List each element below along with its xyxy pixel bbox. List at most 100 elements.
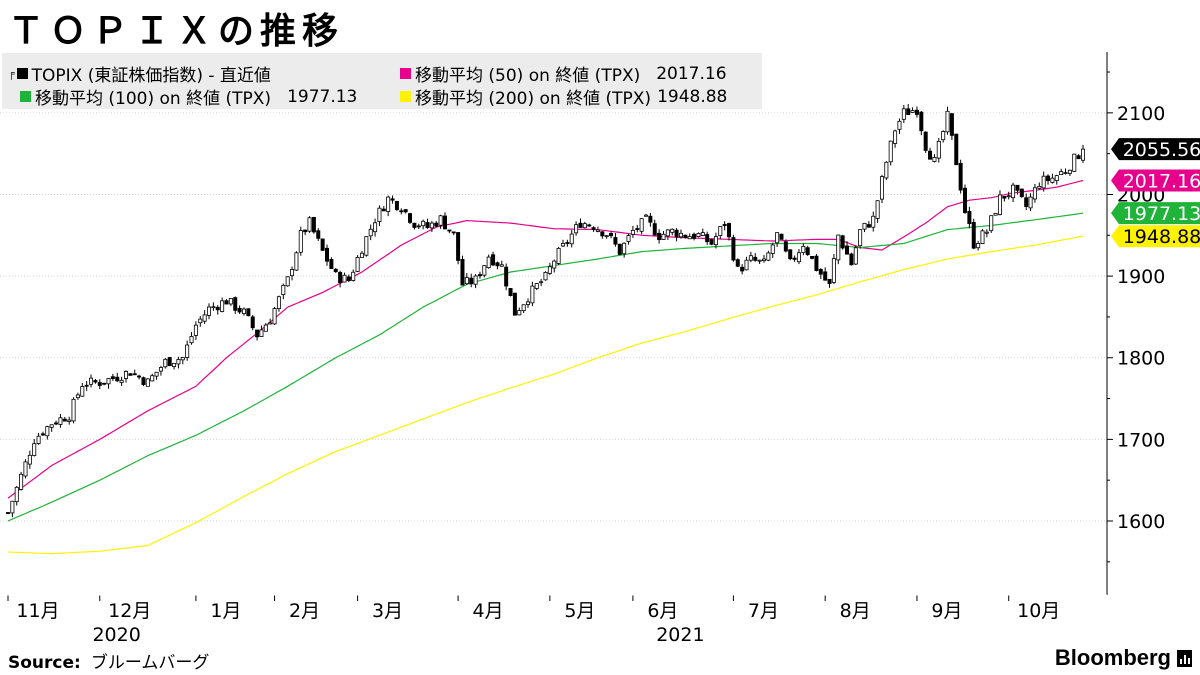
candlestick <box>665 229 670 240</box>
candle-body <box>1032 187 1037 200</box>
candle-body <box>678 232 683 238</box>
candlestick <box>351 269 356 282</box>
candle-body <box>539 281 544 284</box>
candlestick <box>438 214 443 229</box>
legend-value-ma100: 1977.13 <box>287 86 358 107</box>
candlestick <box>761 254 766 263</box>
candle-body <box>740 266 745 272</box>
source-text: ブルームバーグ <box>90 653 210 673</box>
candlestick <box>128 373 133 376</box>
candle-body <box>32 443 37 456</box>
candlestick <box>1002 195 1007 202</box>
end-label-tag <box>1111 138 1200 161</box>
candle-body <box>705 234 710 243</box>
candle-body <box>355 257 360 272</box>
x-tick-label: 5月 <box>564 600 595 622</box>
candle-body <box>949 113 954 136</box>
candle-body <box>80 386 85 397</box>
candle-body <box>761 258 766 262</box>
candle-body <box>425 222 430 228</box>
candlestick <box>163 358 168 369</box>
candle-body <box>364 236 369 256</box>
candlestick <box>989 215 994 233</box>
candle-body <box>517 310 522 316</box>
candlestick <box>626 233 631 245</box>
candle-body <box>311 217 316 233</box>
candle-body <box>377 207 382 222</box>
candle-body <box>595 229 600 232</box>
candle-body <box>775 232 780 244</box>
candle-body <box>185 344 190 358</box>
candlestick <box>97 379 102 390</box>
candlestick <box>1015 184 1020 195</box>
candlestick <box>408 212 413 225</box>
candle-body <box>818 269 823 275</box>
candlestick <box>224 299 229 305</box>
candle-body <box>224 300 229 305</box>
candle-body <box>268 322 273 325</box>
x-year-label: 2020 <box>92 624 140 646</box>
candlestick <box>49 424 54 432</box>
candle-body <box>1024 197 1029 207</box>
candle-body <box>827 278 832 284</box>
candle-body <box>62 418 67 422</box>
candle-body <box>814 255 819 271</box>
candle-body <box>89 377 94 385</box>
candlestick <box>543 271 548 281</box>
candlestick <box>565 239 570 247</box>
candle-body <box>897 120 902 130</box>
candlestick <box>600 231 605 239</box>
candlestick <box>783 239 788 253</box>
candle-body <box>84 384 89 387</box>
moving-average-lines <box>7 179 1084 555</box>
candle-body <box>23 461 28 477</box>
candle-body <box>464 277 469 285</box>
candlestick <box>504 263 509 291</box>
candlestick <box>1028 193 1033 212</box>
candlestick <box>272 306 277 326</box>
candle-body <box>727 223 732 238</box>
candle-body <box>547 266 552 274</box>
candlestick <box>477 271 482 279</box>
candle-body <box>587 224 592 227</box>
candlestick <box>268 318 273 325</box>
candle-body <box>644 214 649 217</box>
candle-body <box>163 358 168 368</box>
candlestick <box>727 222 732 241</box>
candlestick <box>692 232 697 241</box>
candle-body <box>290 269 295 277</box>
candlestick <box>1037 182 1042 190</box>
candle-body <box>722 223 727 227</box>
legend-swatch-ma50 <box>400 68 411 79</box>
candle-body <box>499 264 504 267</box>
candlestick <box>517 307 522 316</box>
end-label-1948-88: 1948.88 <box>1111 225 1200 248</box>
candlestick-icon: ╒ <box>8 67 15 80</box>
candle-body <box>180 357 185 361</box>
candlestick <box>853 245 858 265</box>
candlestick <box>932 154 937 163</box>
candlestick <box>1032 183 1037 203</box>
candle-body <box>971 222 976 249</box>
candle-body <box>1081 148 1086 161</box>
source-note: Source: ブルームバーグ <box>8 648 209 673</box>
candle-body <box>963 187 968 213</box>
candle-body <box>272 308 277 325</box>
candle-body <box>132 373 137 376</box>
candlestick <box>539 278 544 287</box>
candle-body <box>211 306 216 309</box>
legend-value-ma50: 2017.16 <box>656 63 727 84</box>
candlestick <box>486 254 491 269</box>
candle-body <box>928 150 933 160</box>
candle-body <box>416 225 421 228</box>
chart-title: ＴＯＰＩＸの推移 <box>8 11 345 52</box>
candlestick <box>779 233 784 240</box>
candle-body <box>246 308 251 317</box>
candle-body <box>189 336 194 344</box>
candle-body <box>6 512 11 514</box>
x-tick-label: 1月 <box>210 600 241 622</box>
candle-body <box>993 212 998 216</box>
candlestick <box>80 382 85 397</box>
candlestick <box>499 260 504 267</box>
candlestick <box>447 229 452 234</box>
